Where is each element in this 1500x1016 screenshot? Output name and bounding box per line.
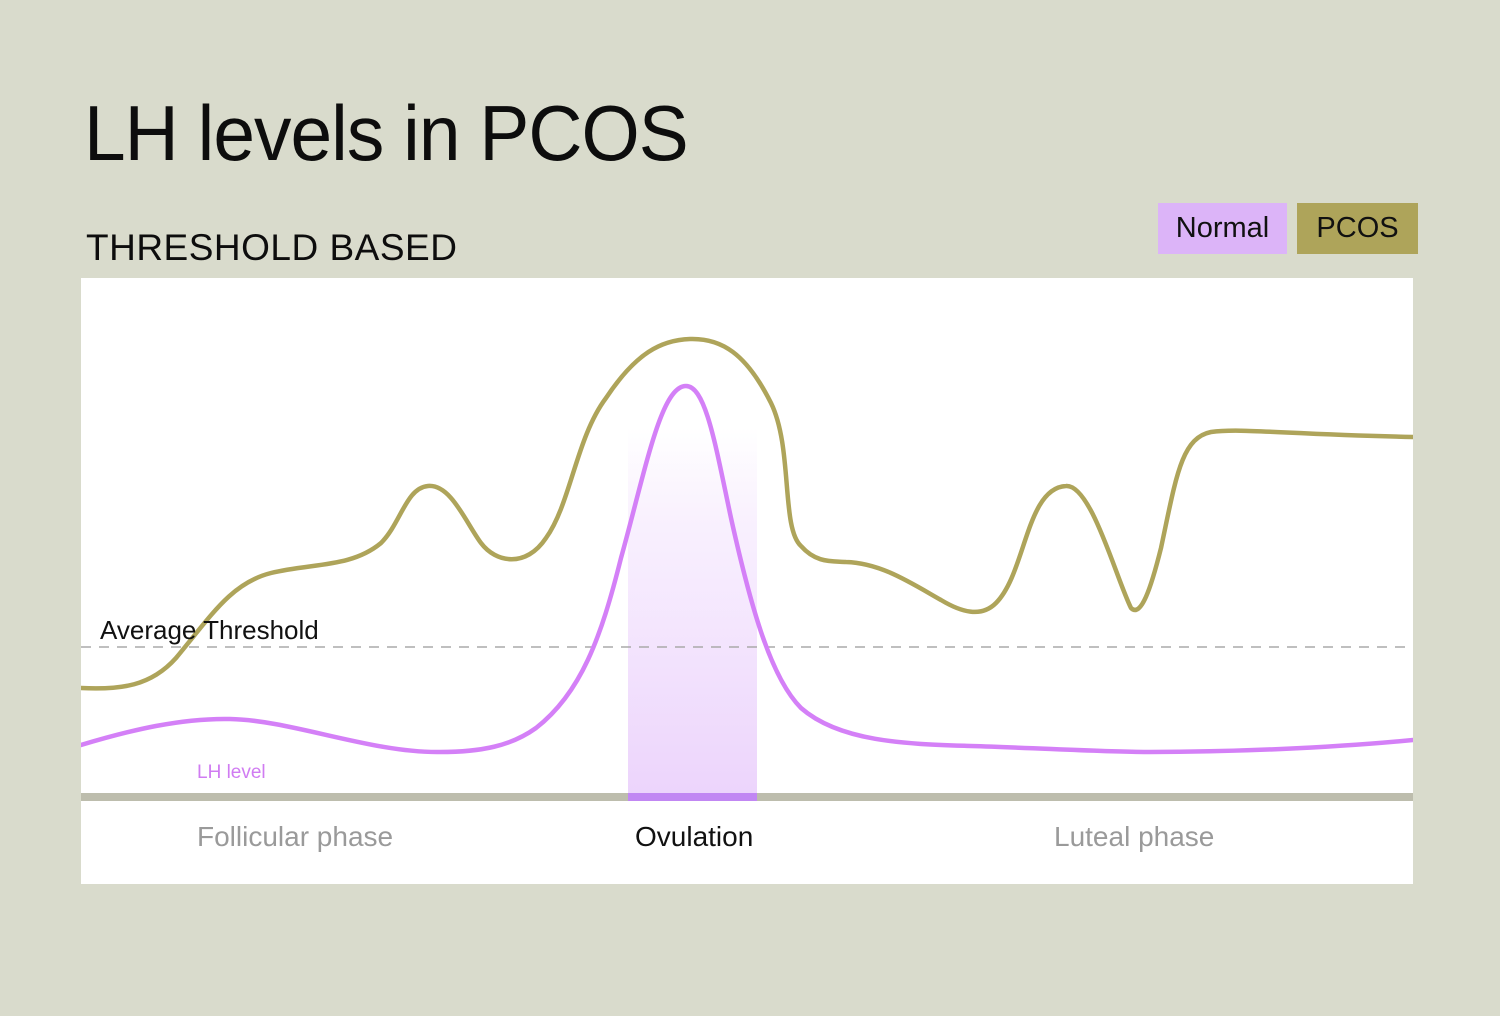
ovulation-band bbox=[628, 428, 757, 795]
chart-title: LH levels in PCOS bbox=[84, 89, 689, 177]
average-threshold-label: Average Threshold bbox=[100, 615, 319, 645]
legend-item-pcos: PCOS bbox=[1297, 203, 1418, 254]
legend: Normal PCOS bbox=[1158, 203, 1418, 254]
legend-item-normal: Normal bbox=[1158, 203, 1287, 254]
lh-level-label: LH level bbox=[197, 762, 266, 783]
ovulation-baseline-highlight bbox=[628, 793, 757, 801]
phase-label-ovulation: Ovulation bbox=[635, 821, 754, 852]
pcos-line bbox=[81, 336, 1413, 691]
phase-label-luteal: Luteal phase bbox=[1054, 821, 1215, 852]
normal-lh-line bbox=[81, 383, 1413, 755]
chart-panel: Average Threshold LH level Follicular ph… bbox=[81, 278, 1413, 884]
chart-plot bbox=[81, 336, 1413, 801]
chart-subtitle: THRESHOLD BASED bbox=[86, 227, 458, 268]
phase-label-follicular: Follicular phase bbox=[197, 821, 394, 852]
